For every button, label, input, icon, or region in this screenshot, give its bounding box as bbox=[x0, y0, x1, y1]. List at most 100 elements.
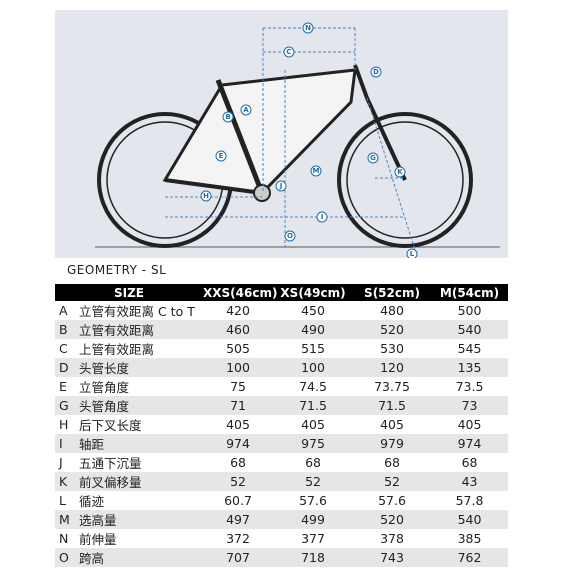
table-row: H 后下叉长度 405 405 405 405 bbox=[55, 415, 508, 434]
row-name: 前叉偏移量 bbox=[75, 472, 204, 491]
value-cell: 505 bbox=[226, 341, 250, 356]
value-cell: 377 bbox=[301, 531, 325, 546]
row-letter: D bbox=[55, 358, 75, 377]
row-letter: I bbox=[55, 434, 75, 453]
label-badge bbox=[222, 111, 234, 123]
row-letter: J bbox=[59, 455, 63, 470]
table-row: L 循迹 60.7 57.6 57.6 57.8 bbox=[55, 491, 508, 510]
value-cell: 135 bbox=[431, 358, 509, 377]
label-badge bbox=[284, 230, 296, 242]
row-letter: C bbox=[59, 341, 68, 356]
label-badge bbox=[406, 248, 418, 258]
value-cell: 450 bbox=[301, 303, 325, 318]
value-cell: 52 bbox=[203, 472, 274, 491]
value-cell: 73.5 bbox=[455, 379, 484, 394]
value-cell: 372 bbox=[226, 531, 250, 546]
value-cell: 75 bbox=[230, 379, 246, 394]
value-cell: 52 bbox=[353, 472, 432, 491]
value-cell: 405 bbox=[457, 417, 482, 432]
value-cell: 378 bbox=[380, 531, 404, 546]
value-cell: 515 bbox=[301, 341, 325, 356]
value-cell: 460 bbox=[203, 320, 274, 339]
value-cell: 405 bbox=[226, 417, 250, 432]
row-letter: G bbox=[55, 396, 75, 415]
dimension-label: O bbox=[287, 232, 293, 240]
row-name: 后下叉长度 bbox=[79, 418, 142, 433]
row-letter: N bbox=[59, 531, 69, 546]
dimension-label: D bbox=[373, 68, 379, 76]
row-letter: O bbox=[55, 548, 75, 567]
row-name: 选高量 bbox=[75, 510, 204, 529]
value-cell: 480 bbox=[380, 303, 404, 318]
row-letter: K bbox=[55, 472, 75, 491]
label-badge bbox=[370, 66, 382, 78]
header-cell: XS(49cm) bbox=[273, 284, 354, 301]
row-name: 跨高 bbox=[75, 548, 204, 567]
table-row: K 前叉偏移量 52 52 52 43 bbox=[55, 472, 509, 491]
value-cell: 57.6 bbox=[378, 493, 406, 508]
value-cell: 499 bbox=[273, 510, 354, 529]
value-cell: 405 bbox=[380, 417, 404, 432]
value-cell: 500 bbox=[457, 303, 482, 318]
value-cell: 743 bbox=[353, 548, 432, 567]
row-name: 头管角度 bbox=[75, 396, 204, 415]
value-cell: 71.5 bbox=[353, 396, 432, 415]
table-title: GEOMETRY - SL bbox=[67, 263, 167, 277]
row-name: 五通下沉量 bbox=[79, 456, 142, 471]
value-cell: 57.8 bbox=[455, 493, 484, 508]
value-cell: 73.75 bbox=[374, 379, 410, 394]
value-cell: 74.5 bbox=[299, 379, 327, 394]
dimension-label: C bbox=[286, 48, 291, 56]
row-letter: E bbox=[59, 379, 67, 394]
value-cell: 762 bbox=[431, 548, 509, 567]
dimension-lines bbox=[165, 27, 416, 251]
label-badge bbox=[394, 166, 406, 178]
row-name: 前伸量 bbox=[79, 532, 117, 547]
value-cell: 385 bbox=[457, 531, 482, 546]
value-cell: 520 bbox=[353, 320, 432, 339]
dimension-label: G bbox=[370, 154, 376, 162]
row-name: 头管长度 bbox=[75, 358, 204, 377]
label-badge bbox=[215, 150, 227, 162]
value-cell: 530 bbox=[380, 341, 404, 356]
dimension-label: L bbox=[410, 250, 415, 258]
value-cell: 974 bbox=[203, 434, 274, 453]
row-letter: B bbox=[55, 320, 75, 339]
value-cell: 71 bbox=[203, 396, 274, 415]
value-cell: 57.6 bbox=[299, 493, 327, 508]
dimension-label: H bbox=[203, 192, 209, 200]
table-row: I 轴距 974 975 979 974 bbox=[55, 434, 509, 453]
value-cell: 73 bbox=[431, 396, 509, 415]
header-cell: SIZE bbox=[55, 284, 204, 301]
header-cell: S(52cm) bbox=[353, 284, 432, 301]
dimension-label: J bbox=[279, 182, 283, 190]
row-name: 立管角度 bbox=[79, 380, 130, 395]
value-cell: 71.5 bbox=[273, 396, 354, 415]
row-name: 上管有效距离 bbox=[79, 342, 155, 357]
row-name: 立管有效距离 bbox=[75, 320, 204, 339]
value-cell: 100 bbox=[203, 358, 274, 377]
value-cell: 52 bbox=[273, 472, 354, 491]
value-cell: 120 bbox=[353, 358, 432, 377]
label-badge bbox=[367, 152, 379, 164]
dimension-label: B bbox=[225, 113, 230, 121]
label-badge bbox=[310, 165, 322, 177]
label-badge bbox=[302, 22, 314, 34]
row-letter: L bbox=[59, 493, 66, 508]
table-row: J 五通下沉量 68 68 68 68 bbox=[55, 453, 508, 472]
value-cell: 68 bbox=[230, 455, 246, 470]
table-row: D 头管长度 100 100 120 135 bbox=[55, 358, 509, 377]
value-cell: 979 bbox=[353, 434, 432, 453]
value-cell: 60.7 bbox=[224, 493, 252, 508]
value-cell: 540 bbox=[431, 510, 509, 529]
dimension-label: A bbox=[243, 106, 249, 114]
header-cell: XXS(46cm) bbox=[203, 284, 278, 301]
dimension-label: K bbox=[397, 168, 403, 176]
value-cell: 68 bbox=[461, 455, 478, 470]
value-cell: 974 bbox=[431, 434, 509, 453]
table-row: G 头管角度 71 71.5 71.5 73 bbox=[55, 396, 509, 415]
header-row: SIZE XXS(46cm) XS(49cm) S(52cm) M(54cm) bbox=[55, 284, 509, 301]
table-row: O 跨高 707 718 743 762 bbox=[55, 548, 509, 567]
geometry-table: SIZE XXS(46cm) XS(49cm) S(52cm) M(54cm) A 立管有… bbox=[55, 284, 509, 567]
row-letter: A bbox=[59, 303, 68, 318]
